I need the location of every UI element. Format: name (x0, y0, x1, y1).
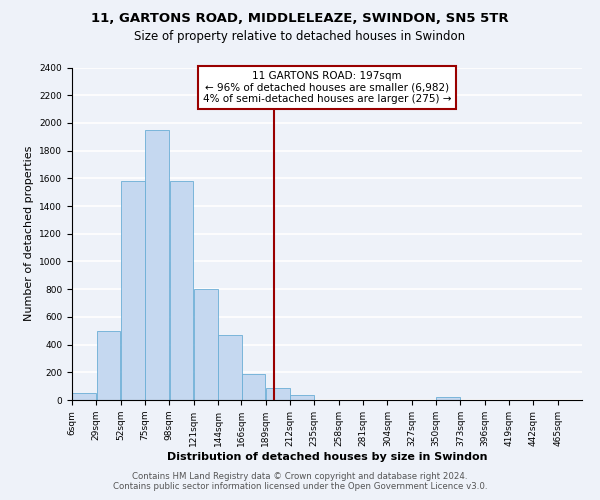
Bar (121, 181, 145, 400)
Text: Size of property relative to detached houses in Swindon: Size of property relative to detached ho… (134, 30, 466, 43)
Text: Contains public sector information licensed under the Open Government Licence v3: Contains public sector information licen… (113, 482, 487, 491)
Bar (145, 130, 169, 400)
Bar (242, 374, 265, 400)
Bar (266, 388, 290, 400)
Bar (97, 330, 120, 400)
X-axis label: Distribution of detached houses by size in Swindon: Distribution of detached houses by size … (167, 452, 487, 462)
Y-axis label: Number of detached properties: Number of detached properties (24, 146, 34, 322)
Text: Contains HM Land Registry data © Crown copyright and database right 2024.: Contains HM Land Registry data © Crown c… (132, 472, 468, 481)
Bar (170, 181, 193, 400)
Bar (290, 395, 314, 400)
Text: 11, GARTONS ROAD, MIDDLELEAZE, SWINDON, SN5 5TR: 11, GARTONS ROAD, MIDDLELEAZE, SWINDON, … (91, 12, 509, 26)
Bar (194, 289, 218, 400)
Bar (218, 335, 242, 400)
Bar (73, 393, 96, 400)
Bar (436, 397, 460, 400)
Text: 11 GARTONS ROAD: 197sqm
← 96% of detached houses are smaller (6,982)
4% of semi-: 11 GARTONS ROAD: 197sqm ← 96% of detache… (203, 71, 451, 104)
